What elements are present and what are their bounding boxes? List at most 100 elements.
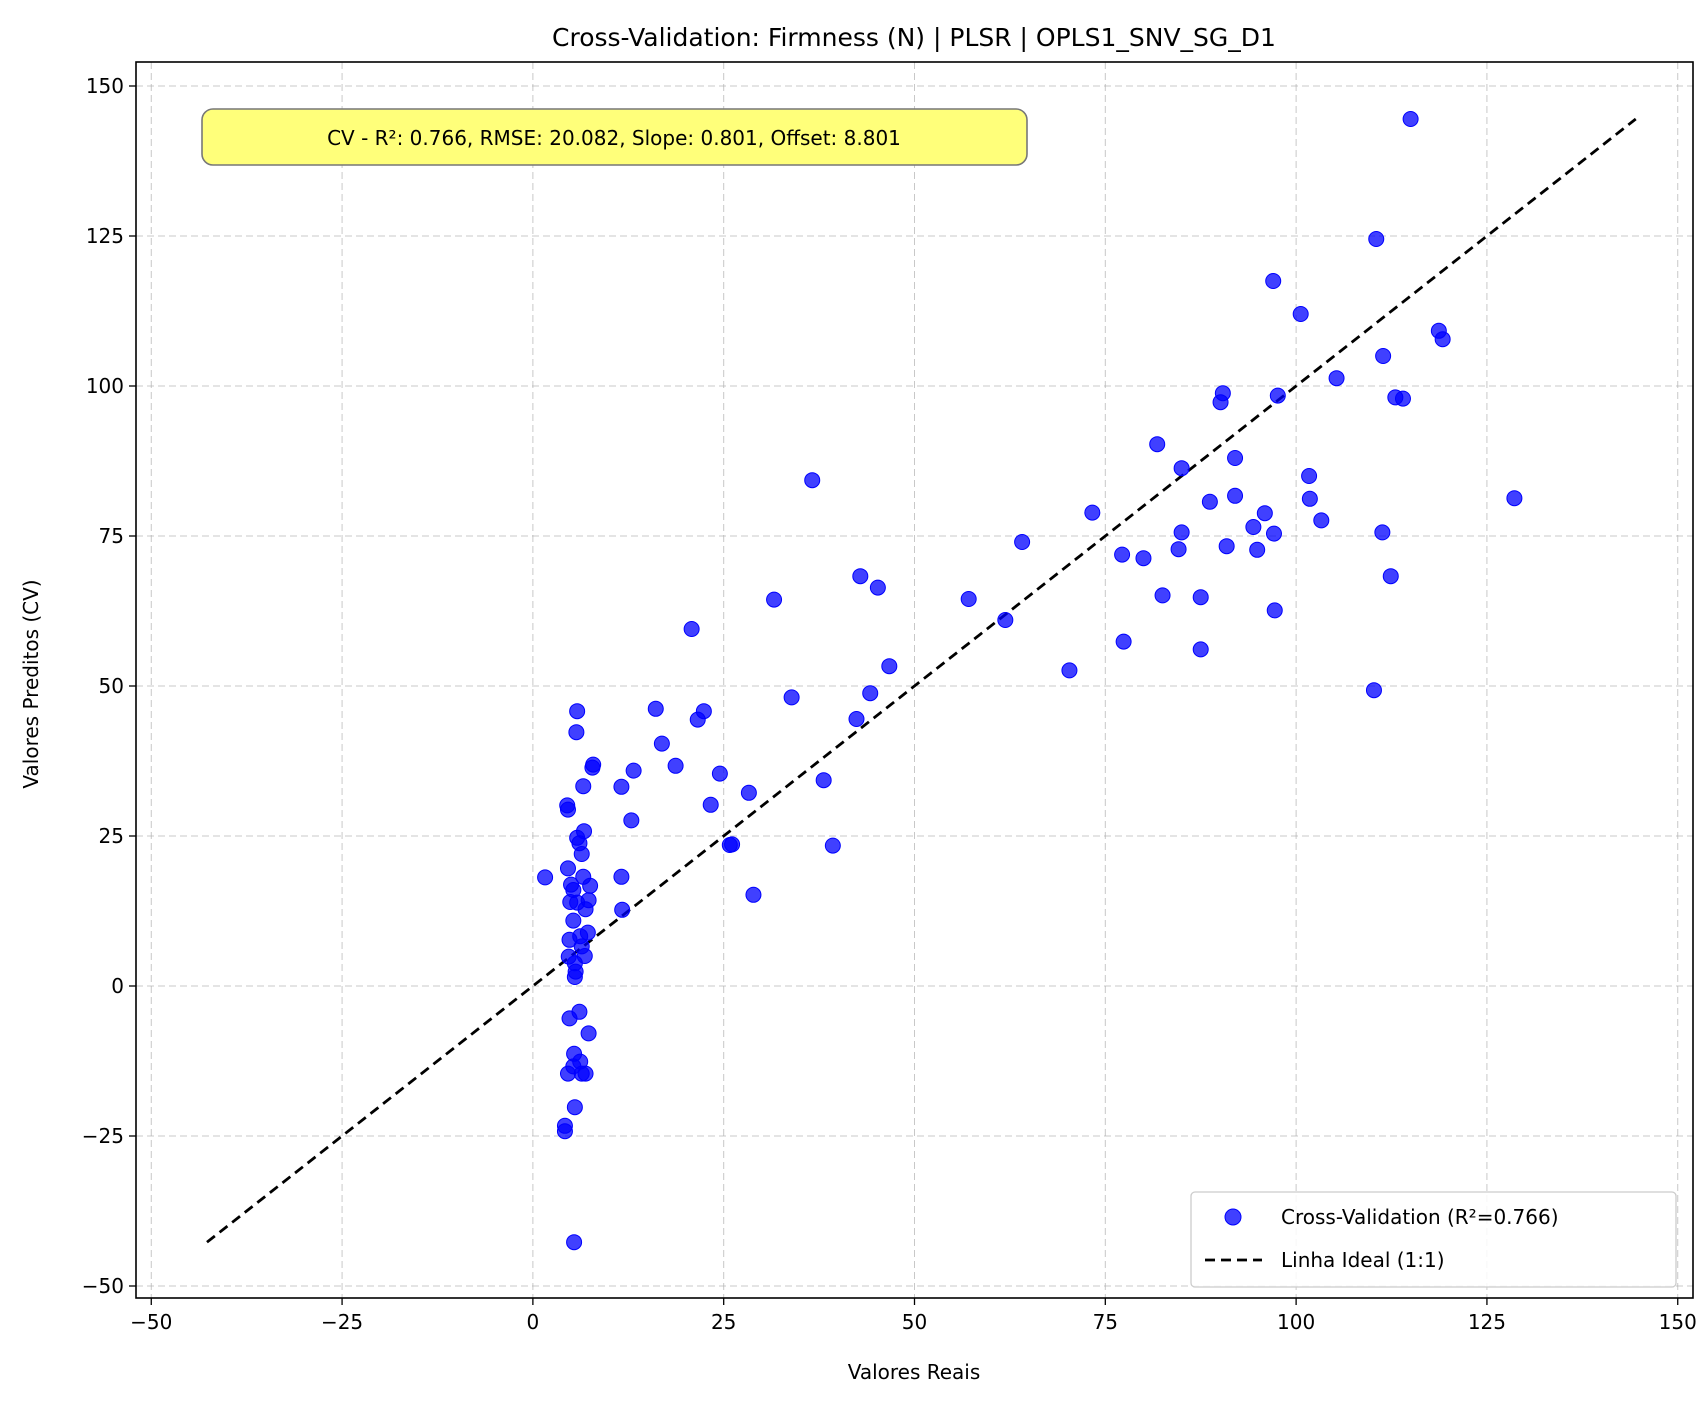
data-point — [1173, 460, 1190, 477]
annotation-text: CV - R²: 0.766, RMSE: 20.082, Slope: 0.8… — [327, 126, 901, 150]
data-point — [1249, 541, 1266, 558]
data-point — [1301, 468, 1318, 484]
data-point — [647, 700, 664, 717]
data-point — [740, 784, 757, 801]
data-point — [1434, 331, 1451, 348]
data-point — [1149, 436, 1166, 453]
data-point — [582, 877, 599, 894]
data-point — [580, 1025, 597, 1042]
data-point — [1292, 306, 1309, 322]
legend: Cross-Validation (R²=0.766) Linha Ideal … — [1190, 1191, 1677, 1288]
data-point — [783, 689, 800, 706]
x-tick-label: 100 — [1277, 1310, 1315, 1334]
ideal-line — [206, 117, 1637, 1244]
y-tick-label: −50 — [82, 1274, 124, 1298]
y-tick-label: 0 — [111, 974, 124, 998]
y-tick-label: 150 — [86, 74, 124, 98]
data-point — [1265, 525, 1282, 542]
metrics-annotation: CV - R²: 0.766, RMSE: 20.082, Slope: 0.8… — [201, 108, 1028, 166]
y-tick-label: 75 — [99, 524, 124, 548]
data-point — [653, 735, 670, 752]
x-tick-label: −25 — [321, 1310, 363, 1334]
data-point — [1154, 587, 1171, 604]
data-point — [766, 591, 783, 608]
data-point — [1084, 504, 1101, 521]
data-point — [559, 860, 576, 877]
data-point — [614, 901, 631, 918]
data-point — [1227, 450, 1244, 466]
legend-marker-scatter — [1224, 1208, 1242, 1226]
data-point — [559, 801, 576, 818]
data-point — [804, 472, 821, 489]
data-point — [683, 621, 700, 637]
annotation-box — [201, 108, 1028, 166]
data-point — [573, 1065, 590, 1082]
y-tick-label: 125 — [86, 224, 124, 248]
data-point — [1245, 519, 1262, 535]
data-point — [721, 837, 738, 853]
grid-lines — [136, 62, 1693, 1298]
data-point — [569, 703, 586, 720]
data-point — [702, 796, 719, 813]
data-point — [689, 711, 706, 728]
data-point — [566, 1099, 583, 1116]
x-tick-label: 125 — [1468, 1310, 1506, 1334]
data-point — [997, 612, 1014, 628]
y-tick-label: 100 — [86, 374, 124, 398]
data-point — [577, 901, 594, 918]
data-point — [711, 765, 728, 782]
data-point — [625, 762, 642, 779]
data-point — [1114, 546, 1131, 563]
data-point — [667, 757, 684, 774]
data-point — [556, 1123, 573, 1140]
data-point — [1394, 390, 1411, 407]
data-point — [862, 685, 879, 702]
x-tick-label: 0 — [527, 1310, 540, 1334]
data-point — [1170, 541, 1187, 558]
data-point — [565, 912, 582, 929]
data-point — [613, 778, 630, 795]
data-point — [1014, 534, 1031, 550]
x-tick-label: 150 — [1659, 1310, 1697, 1334]
legend-box — [1190, 1191, 1677, 1288]
data-point — [1227, 487, 1244, 504]
data-point — [1135, 550, 1152, 567]
data-point — [869, 579, 886, 596]
data-point — [1382, 568, 1399, 585]
x-tick-label: 25 — [711, 1310, 736, 1334]
axis-ticks: −50 −25 0 25 50 75 100 125 150 −50 −25 0 25 50 75 100 12… — [82, 74, 1697, 1334]
data-point — [561, 931, 578, 948]
data-point — [1374, 524, 1391, 541]
data-point — [815, 772, 832, 789]
data-point — [824, 837, 841, 854]
data-point — [745, 886, 762, 903]
data-point — [1218, 538, 1235, 555]
data-point — [1173, 524, 1190, 541]
x-tick-label: −50 — [130, 1310, 172, 1334]
data-point — [1212, 394, 1229, 411]
data-point — [848, 711, 865, 727]
data-point — [1192, 641, 1209, 658]
legend-label-scatter: Cross-Validation (R²=0.766) — [1281, 1205, 1559, 1229]
chart-title: Cross-Validation: Firmness (N) | PLSR | … — [552, 23, 1276, 52]
data-point — [1402, 111, 1419, 127]
ideal-line-layer — [206, 117, 1637, 1244]
data-point — [852, 568, 869, 585]
data-point — [1061, 662, 1078, 679]
x-tick-label: 75 — [1093, 1310, 1118, 1334]
data-point — [1256, 505, 1273, 522]
data-points — [537, 111, 1523, 1251]
data-point — [960, 591, 977, 607]
x-tick-label: 50 — [902, 1310, 927, 1334]
data-point — [1192, 589, 1209, 606]
data-point — [559, 1065, 576, 1082]
data-point — [568, 724, 585, 741]
y-tick-label: −25 — [82, 1124, 124, 1148]
data-point — [566, 969, 583, 985]
data-point — [575, 778, 592, 795]
data-point — [561, 1010, 578, 1027]
x-axis-label: Valores Reais — [848, 1360, 981, 1384]
data-point — [1266, 602, 1283, 619]
y-tick-label: 50 — [99, 674, 124, 698]
